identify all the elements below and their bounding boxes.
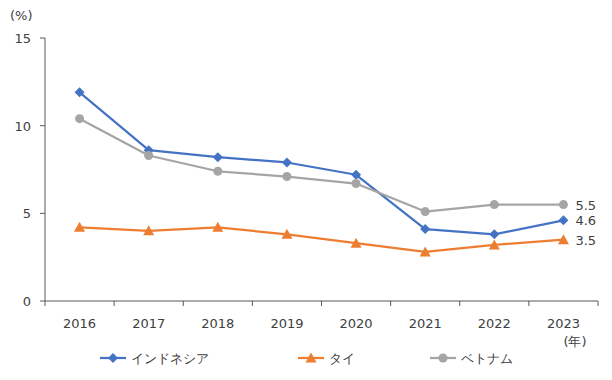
x-tick bbox=[252, 301, 253, 306]
marker-circle bbox=[213, 167, 222, 176]
marker-circle bbox=[144, 151, 153, 160]
marker-diamond bbox=[558, 215, 568, 225]
marker-triangle bbox=[420, 246, 431, 256]
x-tick bbox=[45, 301, 46, 306]
x-tick-label: 2016 bbox=[63, 316, 96, 331]
marker-triangle bbox=[351, 238, 362, 248]
marker-triangle bbox=[558, 234, 569, 244]
marker-diamond bbox=[75, 87, 85, 97]
marker-circle bbox=[352, 179, 361, 188]
marker-diamond bbox=[489, 229, 499, 239]
series-line bbox=[80, 227, 564, 252]
x-tick bbox=[183, 301, 184, 306]
marker-triangle bbox=[306, 353, 317, 363]
y-tick bbox=[40, 38, 45, 39]
data-label: 5.5 bbox=[575, 198, 596, 213]
legend-label: インドネシア bbox=[131, 351, 209, 366]
series bbox=[75, 87, 569, 239]
x-axis-label: (年) bbox=[563, 334, 586, 349]
marker-diamond bbox=[282, 157, 292, 167]
marker-circle bbox=[559, 200, 568, 209]
legend-label: タイ bbox=[329, 351, 355, 366]
marker-diamond bbox=[420, 224, 430, 234]
marker-circle bbox=[421, 207, 430, 216]
y-axis-label: (%) bbox=[10, 8, 33, 23]
marker-circle bbox=[490, 200, 499, 209]
data-label: 4.6 bbox=[575, 213, 596, 228]
y-tick bbox=[40, 125, 45, 126]
data-label: 3.5 bbox=[575, 233, 596, 248]
marker-diamond bbox=[108, 353, 118, 363]
marker-circle bbox=[439, 354, 448, 363]
x-tick-label: 2023 bbox=[547, 316, 580, 331]
y-tick bbox=[40, 301, 45, 302]
y-tick-label: 15 bbox=[14, 31, 31, 46]
x-tick bbox=[114, 301, 115, 306]
marker-diamond bbox=[351, 170, 361, 180]
series-line bbox=[80, 119, 564, 212]
series bbox=[75, 114, 568, 216]
marker-circle bbox=[75, 114, 84, 123]
x-tick bbox=[598, 301, 599, 306]
marker-triangle bbox=[74, 222, 85, 232]
x-tick-label: 2022 bbox=[478, 316, 511, 331]
y-tick-label: 0 bbox=[23, 294, 31, 309]
y-tick bbox=[40, 213, 45, 214]
series bbox=[74, 222, 569, 257]
x-tick bbox=[390, 301, 391, 306]
x-tick-label: 2021 bbox=[409, 316, 442, 331]
x-tick-label: 2017 bbox=[132, 316, 165, 331]
legend-label: ベトナム bbox=[461, 351, 513, 366]
marker-triangle bbox=[281, 229, 292, 239]
marker-triangle bbox=[212, 222, 223, 232]
x-tick-label: 2018 bbox=[201, 316, 234, 331]
y-tick-label: 5 bbox=[23, 206, 31, 221]
chart: 0 5 10 15 2016 2017 2018 2019 2020 2021 2022 2023 (%… bbox=[0, 0, 612, 380]
x-tick-label: 2019 bbox=[270, 316, 303, 331]
marker-circle bbox=[282, 172, 291, 181]
y-axis bbox=[45, 38, 46, 301]
plot-area bbox=[74, 87, 569, 256]
x-tick bbox=[528, 301, 529, 306]
x-tick-label: 2020 bbox=[340, 316, 373, 331]
marker-triangle bbox=[489, 239, 500, 249]
marker-diamond bbox=[213, 152, 223, 162]
x-tick bbox=[321, 301, 322, 306]
y-tick-label: 10 bbox=[14, 119, 31, 134]
marker-triangle bbox=[143, 225, 154, 235]
series-line bbox=[80, 92, 564, 234]
x-tick bbox=[459, 301, 460, 306]
